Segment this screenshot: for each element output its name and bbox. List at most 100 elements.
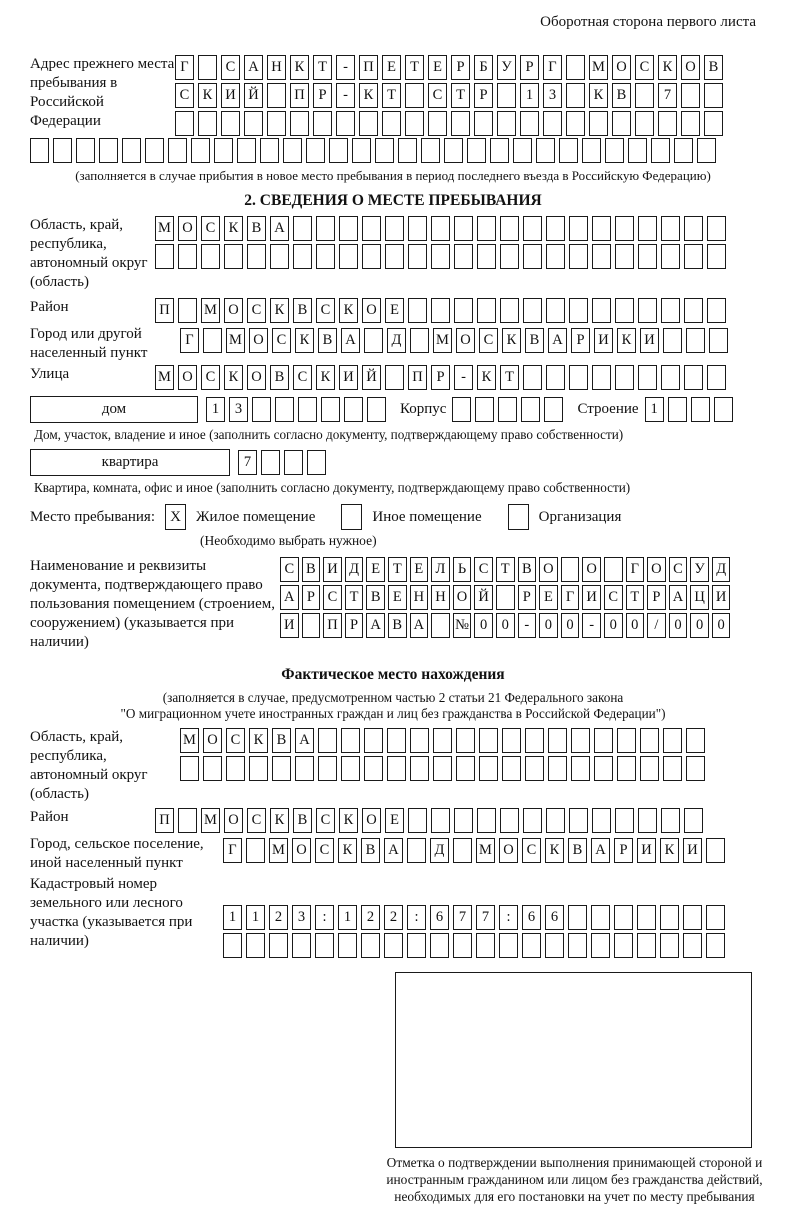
char-cell[interactable]: - — [454, 365, 473, 390]
char-cell[interactable]: У — [690, 557, 709, 582]
char-cell[interactable]: О — [224, 808, 243, 833]
stamp-area[interactable] — [395, 972, 752, 1148]
char-cell[interactable] — [272, 756, 291, 781]
char-cell[interactable]: Е — [387, 585, 407, 610]
char-cell[interactable]: С — [428, 83, 447, 108]
char-cell[interactable]: В — [387, 613, 407, 638]
char-cell[interactable]: С — [316, 808, 335, 833]
char-cell[interactable]: О — [647, 557, 666, 582]
char-cell[interactable] — [223, 933, 242, 958]
char-cell[interactable] — [525, 756, 544, 781]
char-cell[interactable] — [284, 450, 303, 475]
char-cell[interactable] — [568, 933, 587, 958]
char-cell[interactable] — [477, 244, 496, 269]
char-cell[interactable]: Р — [313, 83, 332, 108]
char-cell[interactable] — [410, 728, 429, 753]
char-cell[interactable]: Б — [474, 55, 493, 80]
char-cell[interactable] — [293, 216, 312, 241]
char-cell[interactable]: М — [476, 838, 495, 863]
char-cell[interactable]: В — [270, 365, 289, 390]
char-cell[interactable] — [592, 244, 611, 269]
char-cell[interactable]: 2 — [361, 905, 380, 930]
char-cell[interactable]: К — [270, 298, 289, 323]
char-cell[interactable] — [615, 216, 634, 241]
char-cell[interactable] — [456, 728, 475, 753]
char-cell[interactable]: И — [323, 557, 342, 582]
char-cell[interactable]: И — [683, 838, 702, 863]
char-cell[interactable] — [605, 138, 624, 163]
char-cell[interactable] — [546, 244, 565, 269]
char-cell[interactable] — [203, 328, 222, 353]
char-cell[interactable]: П — [155, 808, 174, 833]
char-cell[interactable] — [617, 728, 636, 753]
char-cell[interactable] — [387, 728, 406, 753]
char-cell[interactable] — [267, 83, 286, 108]
char-cell[interactable]: И — [711, 585, 731, 610]
char-cell[interactable] — [545, 933, 564, 958]
char-cell[interactable] — [313, 111, 332, 136]
char-cell[interactable]: К — [545, 838, 564, 863]
char-cell[interactable]: О — [681, 55, 700, 80]
char-cell[interactable] — [408, 244, 427, 269]
char-cell[interactable]: П — [155, 298, 174, 323]
char-cell[interactable] — [224, 244, 243, 269]
char-cell[interactable] — [385, 365, 404, 390]
char-cell[interactable] — [640, 756, 659, 781]
char-cell[interactable] — [99, 138, 118, 163]
char-cell[interactable] — [520, 111, 539, 136]
char-cell[interactable]: Е — [385, 808, 404, 833]
char-cell[interactable]: И — [339, 365, 358, 390]
char-cell[interactable]: А — [409, 613, 429, 638]
char-cell[interactable] — [421, 138, 440, 163]
char-cell[interactable]: А — [548, 328, 567, 353]
char-cell[interactable] — [683, 905, 702, 930]
char-cell[interactable] — [454, 808, 473, 833]
char-cell[interactable] — [566, 111, 585, 136]
char-cell[interactable] — [283, 138, 302, 163]
char-cell[interactable]: И — [594, 328, 613, 353]
char-cell[interactable] — [237, 138, 256, 163]
char-cell[interactable]: В — [293, 298, 312, 323]
char-cell[interactable]: 2 — [269, 905, 288, 930]
char-cell[interactable]: А — [295, 728, 314, 753]
char-cell[interactable] — [490, 138, 509, 163]
char-cell[interactable] — [477, 808, 496, 833]
char-cell[interactable] — [523, 244, 542, 269]
char-cell[interactable]: О — [456, 328, 475, 353]
char-cell[interactable]: Д — [387, 328, 406, 353]
char-cell[interactable] — [479, 756, 498, 781]
char-cell[interactable] — [410, 756, 429, 781]
char-cell[interactable] — [686, 328, 705, 353]
char-cell[interactable]: - — [582, 613, 601, 638]
char-cell[interactable] — [591, 933, 610, 958]
char-cell[interactable] — [362, 244, 381, 269]
char-cell[interactable] — [431, 808, 450, 833]
char-cell[interactable] — [292, 933, 311, 958]
char-cell[interactable]: 7 — [453, 905, 472, 930]
char-cell[interactable]: К — [198, 83, 217, 108]
char-cell[interactable]: С — [226, 728, 245, 753]
char-cell[interactable]: В — [361, 838, 380, 863]
char-cell[interactable]: К — [589, 83, 608, 108]
char-cell[interactable] — [638, 298, 657, 323]
char-cell[interactable] — [706, 933, 725, 958]
char-cell[interactable]: 1 — [246, 905, 265, 930]
char-cell[interactable] — [704, 111, 723, 136]
char-cell[interactable]: С — [522, 838, 541, 863]
char-cell[interactable]: С — [280, 557, 299, 582]
char-cell[interactable]: Р — [474, 83, 493, 108]
char-cell[interactable] — [697, 138, 716, 163]
char-cell[interactable] — [566, 83, 585, 108]
char-cell[interactable] — [661, 808, 680, 833]
char-cell[interactable]: Г — [560, 585, 580, 610]
char-cell[interactable]: 2 — [384, 905, 403, 930]
char-cell[interactable] — [686, 728, 705, 753]
char-cell[interactable]: В — [612, 83, 631, 108]
char-cell[interactable] — [713, 397, 733, 422]
char-cell[interactable] — [476, 933, 495, 958]
char-cell[interactable]: С — [247, 298, 266, 323]
char-cell[interactable] — [614, 933, 633, 958]
char-cell[interactable] — [385, 216, 404, 241]
char-cell[interactable] — [704, 83, 723, 108]
char-cell[interactable] — [453, 933, 472, 958]
